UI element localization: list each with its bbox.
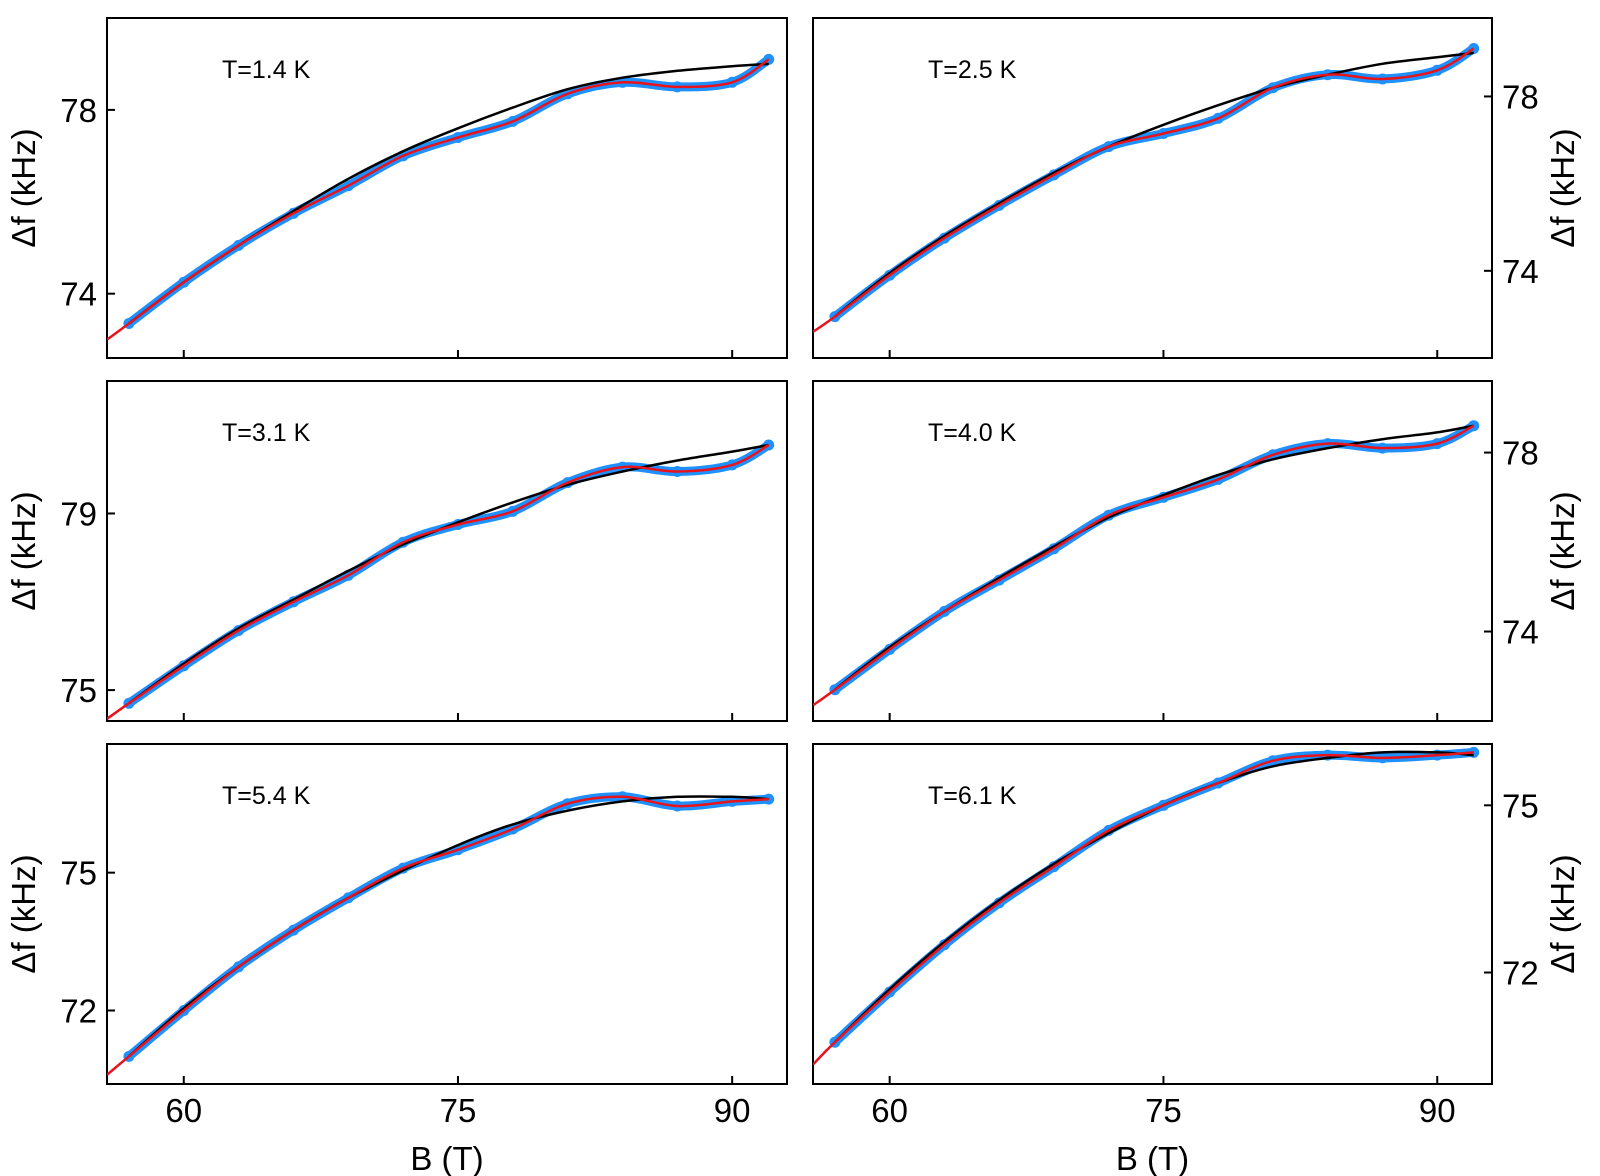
plot-area xyxy=(107,791,775,1076)
x-tick-label: 60 xyxy=(871,1092,908,1129)
data-band xyxy=(830,44,1479,322)
plot-area xyxy=(813,420,1480,707)
fit-line-black xyxy=(128,795,769,1058)
x-tick-label: 60 xyxy=(165,1092,202,1129)
fit-line-red xyxy=(813,751,1474,1066)
fit-line-black xyxy=(834,51,1474,318)
plot-area xyxy=(107,53,775,341)
fit-line-red xyxy=(107,443,770,720)
fit-line-red xyxy=(813,424,1475,707)
panel-3: 75 79 Δf (kHz) T=3.1 K xyxy=(5,380,788,722)
y-tick-label: 75 xyxy=(60,855,97,892)
x-axis-title: B (T) xyxy=(410,1140,483,1176)
y-tick-label: 74 xyxy=(60,276,97,313)
y-axis-title: Δf (kHz) xyxy=(1544,854,1581,973)
y-tick-label: 75 xyxy=(1502,787,1539,824)
y-tick-label: 78 xyxy=(60,92,97,129)
temperature-label: T=5.4 K xyxy=(222,782,311,810)
data-band xyxy=(124,54,774,328)
temperature-label: T=1.4 K xyxy=(222,56,311,84)
x-axis-title: B (T) xyxy=(1116,1140,1189,1176)
y-tick-label: 78 xyxy=(1502,435,1539,472)
plot-area xyxy=(813,43,1480,333)
y-axis-title: Δf (kHz) xyxy=(5,854,42,973)
temperature-label: T=4.0 K xyxy=(928,419,1017,447)
x-tick-label: 75 xyxy=(1145,1092,1182,1129)
y-axis-title: Δf (kHz) xyxy=(1544,128,1581,247)
x-tick-label: 75 xyxy=(440,1092,477,1129)
data-band xyxy=(124,440,774,708)
plot-frame xyxy=(812,17,1493,359)
data-band xyxy=(830,421,1479,695)
plot-frame xyxy=(812,743,1493,1085)
y-axis-title: Δf (kHz) xyxy=(5,128,42,247)
y-axis-title: Δf (kHz) xyxy=(5,491,42,610)
plot-frame xyxy=(106,17,788,359)
y-tick-label: 74 xyxy=(1502,614,1539,651)
plot-area xyxy=(107,439,775,720)
y-tick-label: 79 xyxy=(60,495,97,532)
temperature-label: T=6.1 K xyxy=(928,782,1017,810)
temperature-label: T=3.1 K xyxy=(222,419,311,447)
fit-line-red xyxy=(813,47,1475,333)
plot-frame xyxy=(106,743,788,1085)
plot-frame xyxy=(812,380,1493,722)
y-tick-label: 74 xyxy=(1502,253,1539,290)
fit-line-red xyxy=(107,795,769,1076)
y-tick-label: 78 xyxy=(1502,78,1539,115)
y-tick-label: 72 xyxy=(60,992,97,1029)
panel-5: 60 75 90 72 75 Δf (kHz) B (T) T=5.4 K xyxy=(5,743,788,1176)
panel-1: 74 78 Δf (kHz) T=1.4 K xyxy=(5,17,788,359)
plot-frame xyxy=(106,380,788,722)
data-band xyxy=(124,792,774,1061)
fit-line-black xyxy=(834,424,1474,691)
x-tick-label: 90 xyxy=(1419,1092,1456,1129)
fit-line-red xyxy=(107,58,770,341)
x-tick-label: 90 xyxy=(714,1092,751,1129)
y-tick-label: 75 xyxy=(60,672,97,709)
fit-line-black xyxy=(128,443,769,705)
y-tick-label: 72 xyxy=(1502,955,1539,992)
y-axis-title: Δf (kHz) xyxy=(1544,491,1581,610)
temperature-label: T=2.5 K xyxy=(928,56,1017,84)
fit-line-black xyxy=(128,62,769,325)
plot-area xyxy=(813,746,1480,1066)
